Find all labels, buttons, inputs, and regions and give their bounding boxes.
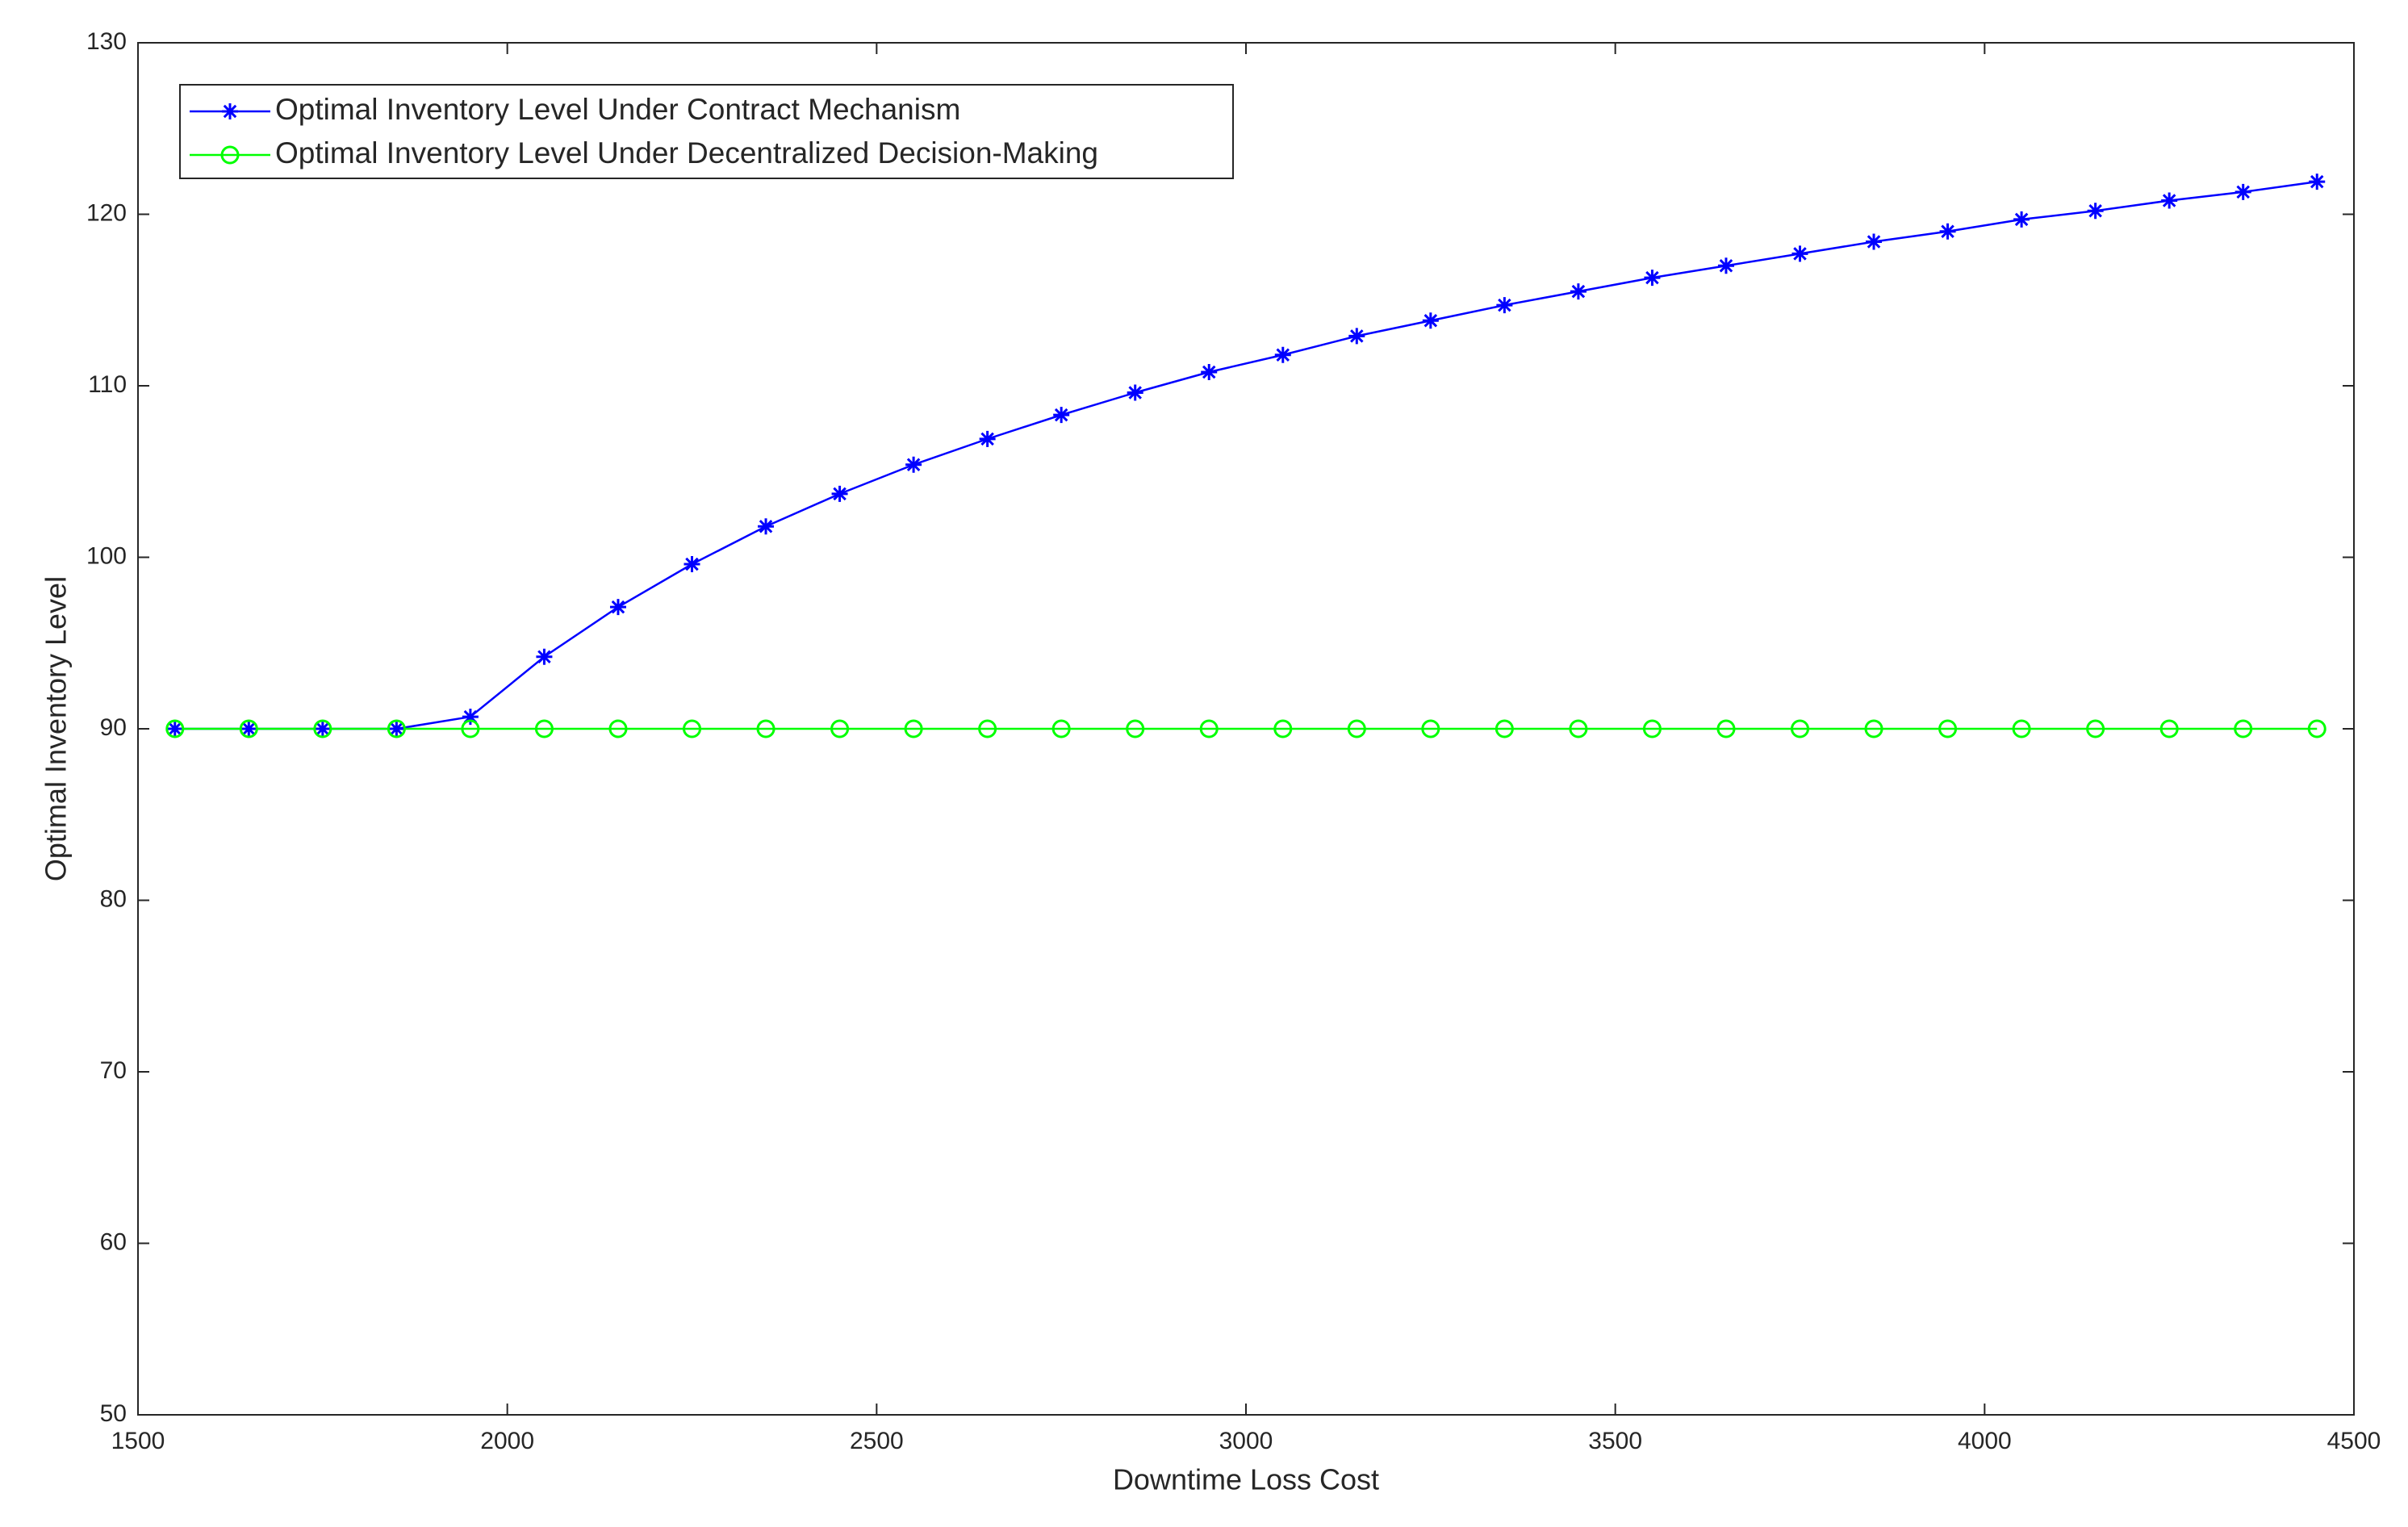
- data-point: [1864, 719, 1883, 738]
- data-point: [1051, 719, 1071, 738]
- data-point: [165, 719, 185, 738]
- y-tick-label: 60: [100, 1228, 127, 1255]
- x-tick-label: 2500: [850, 1428, 904, 1454]
- x-tick-label: 2000: [480, 1428, 534, 1454]
- data-point: [1422, 312, 1439, 329]
- data-point: [830, 719, 850, 738]
- data-point: [905, 456, 922, 473]
- legend-label: Optimal Inventory Level Under Contract M…: [275, 93, 960, 126]
- legend-marker: [222, 103, 238, 119]
- y-tick-label: 110: [88, 371, 127, 398]
- data-point: [1127, 384, 1143, 401]
- data-point: [313, 719, 332, 738]
- data-point: [2087, 203, 2104, 220]
- y-tick-label: 120: [86, 199, 127, 226]
- data-point: [684, 556, 700, 572]
- legend-label: Optimal Inventory Level Under Decentrali…: [275, 136, 1098, 169]
- data-point: [1348, 328, 1365, 345]
- y-tick-label: 130: [86, 28, 127, 55]
- data-point: [1642, 719, 1662, 738]
- data-point: [1866, 233, 1883, 250]
- series-line: [174, 180, 2318, 730]
- data-point: [608, 719, 628, 738]
- data-point: [1570, 283, 1587, 300]
- data-point: [2309, 174, 2326, 190]
- data-point: [1053, 407, 1070, 424]
- data-point: [462, 709, 479, 726]
- data-point: [2012, 719, 2031, 738]
- legend-marker: [220, 145, 240, 165]
- x-tick-label: 4000: [1958, 1428, 2012, 1454]
- data-point: [1791, 245, 1808, 262]
- data-point: [683, 719, 701, 738]
- y-tick-label: 80: [100, 885, 127, 912]
- data-point: [1939, 223, 1956, 240]
- data-point: [1126, 719, 1145, 738]
- legend-box: [179, 84, 1234, 179]
- x-axis-label: Downtime Loss Cost: [1113, 1463, 1379, 1496]
- data-point: [1496, 297, 1513, 314]
- data-point: [1791, 719, 1809, 738]
- data-point: [534, 719, 554, 738]
- data-point: [387, 719, 406, 738]
- data-point: [1201, 364, 1218, 380]
- data-point: [1495, 719, 1514, 738]
- x-tick-label: 3500: [1588, 1428, 1642, 1454]
- data-point: [756, 719, 775, 738]
- x-tick-label: 3000: [1219, 1428, 1273, 1454]
- data-point: [1938, 719, 1958, 738]
- data-point: [1421, 719, 1440, 738]
- x-tick-label: 1500: [111, 1428, 165, 1454]
- y-tick-label: 90: [100, 714, 127, 741]
- y-tick-label: 100: [86, 542, 127, 569]
- data-point: [166, 721, 183, 737]
- data-point: [461, 719, 480, 738]
- data-point: [2161, 192, 2178, 209]
- data-point: [609, 599, 626, 616]
- data-point: [978, 719, 997, 738]
- data-point: [240, 721, 257, 737]
- y-tick-label: 50: [100, 1400, 127, 1427]
- data-point: [1569, 719, 1588, 738]
- y-axis-label: Optimal Inventory Level: [40, 576, 73, 881]
- data-point: [388, 721, 405, 737]
- data-point: [831, 485, 848, 502]
- data-point: [2086, 719, 2105, 738]
- data-point: [2235, 183, 2251, 200]
- data-point: [1199, 719, 1219, 738]
- data-point: [1644, 270, 1661, 287]
- data-point: [2307, 719, 2326, 738]
- data-point: [1717, 257, 1734, 274]
- data-point: [314, 721, 331, 737]
- legend: Optimal Inventory Level Under Contract M…: [179, 84, 1234, 179]
- data-point: [904, 719, 923, 738]
- data-point: [2159, 719, 2179, 738]
- data-point: [2013, 211, 2030, 228]
- x-tick-label: 4500: [2327, 1428, 2381, 1454]
- data-point: [1347, 719, 1366, 738]
- data-point: [1273, 719, 1293, 738]
- y-tick-label: 70: [100, 1057, 127, 1084]
- data-point: [758, 518, 775, 535]
- data-point: [239, 719, 258, 738]
- data-point: [2234, 719, 2253, 738]
- data-point: [1716, 719, 1736, 738]
- data-point: [536, 648, 553, 665]
- data-point: [1274, 346, 1291, 363]
- data-point: [979, 430, 996, 447]
